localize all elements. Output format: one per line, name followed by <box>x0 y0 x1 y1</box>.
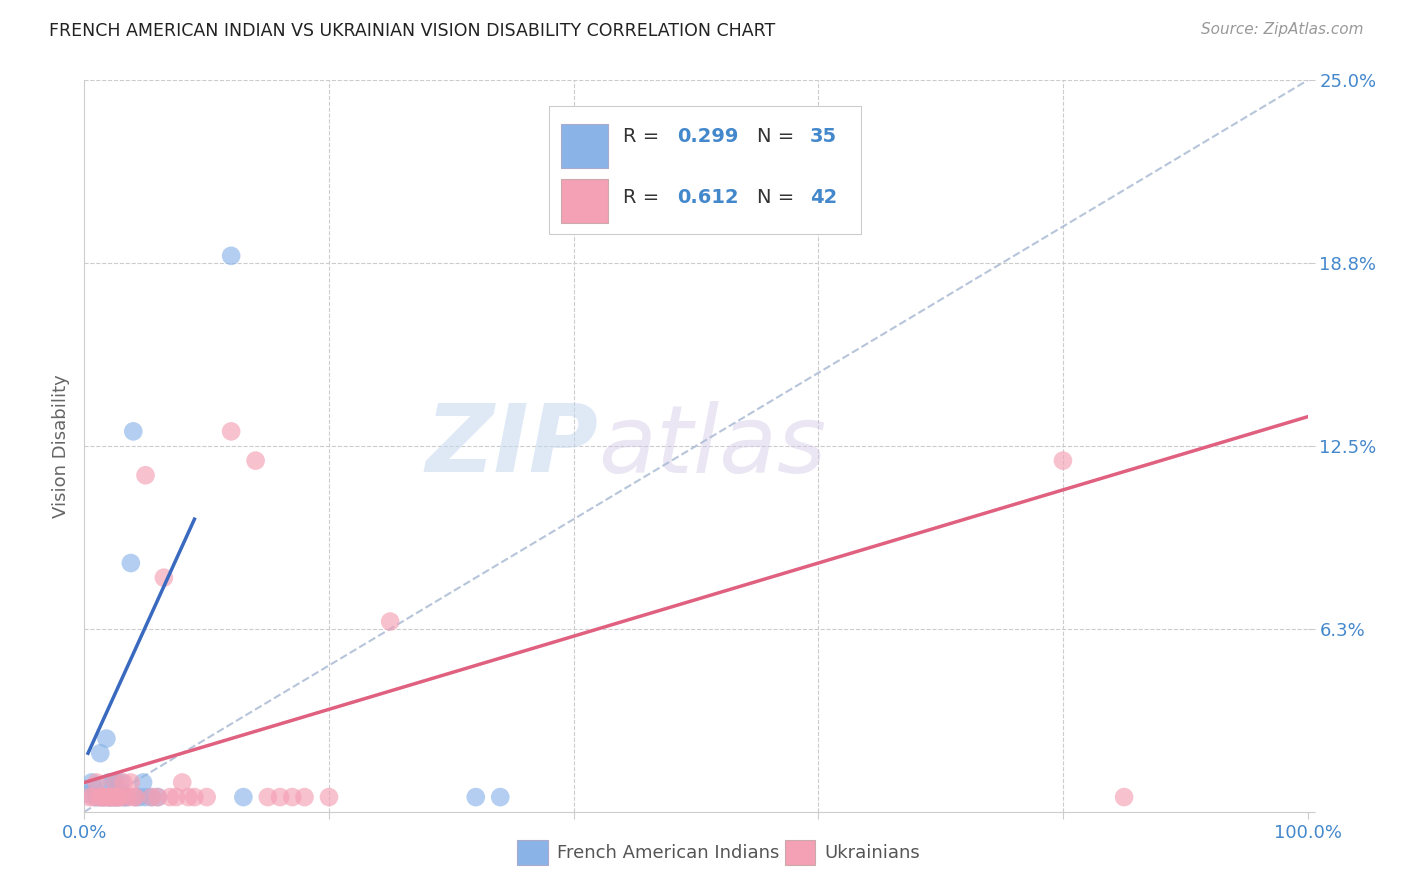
Text: FRENCH AMERICAN INDIAN VS UKRAINIAN VISION DISABILITY CORRELATION CHART: FRENCH AMERICAN INDIAN VS UKRAINIAN VISI… <box>49 22 776 40</box>
Point <box>1052 453 1074 467</box>
Point <box>318 790 340 805</box>
Text: R =: R = <box>623 127 665 146</box>
Point <box>122 790 145 805</box>
Point <box>90 790 112 805</box>
Point <box>146 790 169 805</box>
Point <box>177 790 200 805</box>
Point <box>219 249 242 263</box>
Text: N =: N = <box>758 188 800 207</box>
Point <box>146 790 169 805</box>
Point <box>97 775 120 789</box>
Point <box>98 790 121 805</box>
FancyBboxPatch shape <box>550 106 860 234</box>
Point <box>135 468 157 483</box>
Point <box>195 790 218 805</box>
Point <box>281 790 304 805</box>
Point <box>110 775 132 789</box>
Text: 42: 42 <box>810 188 837 207</box>
Point <box>98 790 121 805</box>
Text: atlas: atlas <box>598 401 827 491</box>
Point <box>77 790 100 805</box>
Point <box>257 790 280 805</box>
Point <box>159 790 181 805</box>
Point <box>141 790 163 805</box>
Point <box>100 790 122 805</box>
Point <box>269 790 291 805</box>
Text: 0.612: 0.612 <box>678 188 740 207</box>
Text: 0.299: 0.299 <box>678 127 740 146</box>
Text: French American Indians: French American Indians <box>557 844 779 862</box>
Point <box>125 790 148 805</box>
Point <box>172 775 194 789</box>
Point <box>183 790 205 805</box>
Point <box>132 775 155 789</box>
Point <box>91 790 114 805</box>
Point <box>89 746 111 760</box>
Point <box>104 790 127 805</box>
Point <box>165 790 187 805</box>
Point <box>86 790 108 805</box>
Point <box>105 790 128 805</box>
FancyBboxPatch shape <box>561 179 607 223</box>
Point <box>107 790 129 805</box>
Point <box>82 790 104 805</box>
Point <box>100 790 122 805</box>
Point <box>77 787 100 801</box>
Point <box>94 790 117 805</box>
Text: N =: N = <box>758 127 800 146</box>
Point <box>97 790 120 805</box>
Text: Source: ZipAtlas.com: Source: ZipAtlas.com <box>1201 22 1364 37</box>
Point <box>105 775 128 789</box>
Point <box>105 790 128 805</box>
Point <box>135 790 157 805</box>
Text: 35: 35 <box>810 127 837 146</box>
Text: ZIP: ZIP <box>425 400 598 492</box>
Point <box>80 775 103 789</box>
Y-axis label: Vision Disability: Vision Disability <box>52 374 70 518</box>
Point <box>103 790 125 805</box>
Text: Ukrainians: Ukrainians <box>824 844 920 862</box>
Point <box>87 790 110 805</box>
Point <box>380 615 402 629</box>
Point <box>122 425 145 439</box>
Text: R =: R = <box>623 188 665 207</box>
Point <box>464 790 486 805</box>
Point <box>294 790 316 805</box>
Point <box>83 781 105 796</box>
Point <box>97 790 120 805</box>
Point <box>232 790 254 805</box>
Point <box>153 571 176 585</box>
Point <box>86 775 108 789</box>
Point <box>87 790 110 805</box>
Point <box>112 790 135 805</box>
Point <box>141 790 163 805</box>
Point <box>128 790 150 805</box>
Point <box>112 775 135 789</box>
Point <box>114 790 136 805</box>
Point <box>1114 790 1136 805</box>
Point <box>101 775 124 789</box>
Point <box>245 453 267 467</box>
Point <box>125 790 148 805</box>
Point <box>103 790 125 805</box>
Point <box>115 790 138 805</box>
Point <box>105 790 128 805</box>
FancyBboxPatch shape <box>561 124 607 168</box>
Point <box>107 790 129 805</box>
Point <box>91 790 114 805</box>
Point <box>110 790 132 805</box>
Point <box>489 790 512 805</box>
Point <box>96 731 118 746</box>
Point <box>93 790 115 805</box>
Point <box>97 790 120 805</box>
Point <box>219 425 242 439</box>
Point <box>115 790 138 805</box>
Point <box>120 775 142 789</box>
Point <box>120 556 142 570</box>
Point <box>104 775 127 789</box>
